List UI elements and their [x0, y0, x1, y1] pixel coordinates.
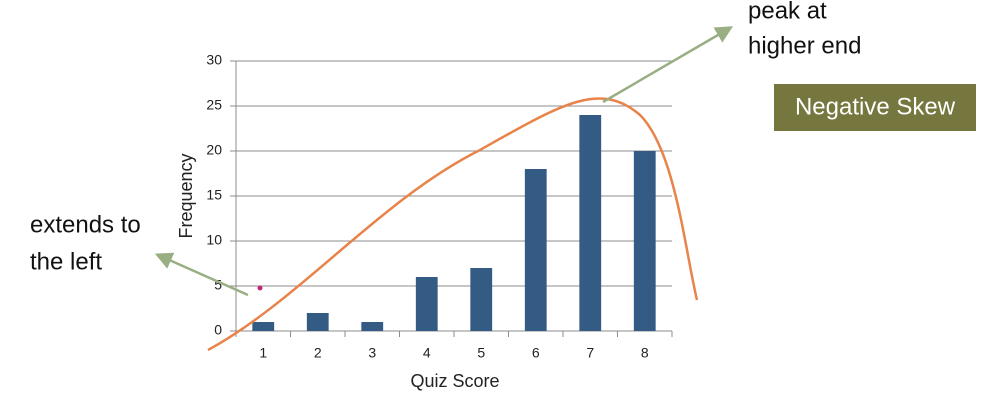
x-tick-label: 1	[259, 345, 267, 361]
x-tick-label: 2	[314, 345, 322, 361]
dot	[257, 285, 263, 291]
y-tick-label: 5	[214, 277, 222, 293]
bar	[306, 313, 329, 331]
x-tick-label: 4	[423, 345, 431, 361]
bar	[579, 115, 602, 331]
x-tick-label: 5	[477, 345, 485, 361]
x-tick-label: 7	[586, 345, 594, 361]
x-tick-label: 6	[532, 345, 540, 361]
bar	[415, 277, 438, 331]
annotation: peak at	[748, 0, 827, 24]
skew-label: Negative Skew	[795, 93, 956, 120]
x-tick-label: 3	[368, 345, 376, 361]
bar	[524, 169, 547, 331]
y-tick-label: 0	[214, 322, 222, 338]
y-tick-label: 25	[206, 97, 222, 113]
bar	[633, 151, 656, 331]
skew-curve	[207, 97, 699, 352]
y-tick-label: 15	[206, 187, 222, 203]
y-tick-label: 30	[206, 52, 222, 68]
y-tick-label: 20	[206, 142, 222, 158]
y-axis-label: Frequency	[176, 153, 196, 238]
bar	[361, 322, 384, 331]
arrow-left	[154, 252, 249, 297]
bar	[252, 322, 275, 331]
skew-box	[774, 84, 976, 131]
annotation: extends to	[30, 211, 141, 238]
x-axis-label: Quiz Score	[410, 371, 499, 391]
x-tick-label: 8	[641, 345, 649, 361]
bar	[470, 268, 493, 331]
annotation: higher end	[748, 32, 861, 59]
plot-area: 0 5 10 15 20 25 30 1 2 3 4 5 6 7 8	[206, 52, 673, 361]
annotation: the left	[30, 248, 102, 275]
y-tick-label: 10	[206, 232, 222, 248]
arrow-peak	[602, 26, 734, 104]
